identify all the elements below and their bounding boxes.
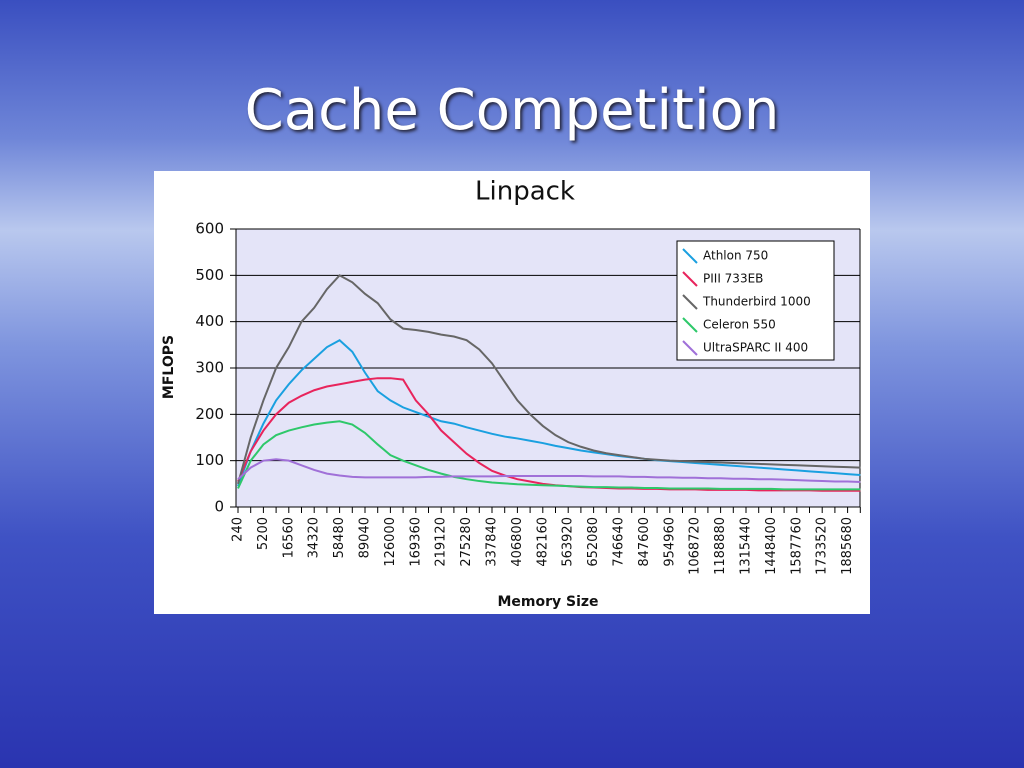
chart-title: Linpack [475,177,575,207]
legend-label: Thunderbird 1000 [702,295,811,309]
x-tick-label: 5200 [256,517,271,550]
x-tick-label: 847600 [637,517,652,567]
y-axis-label: MFLOPS [161,335,177,399]
x-tick-label: 746640 [612,517,627,567]
y-tick-label: 100 [195,451,224,469]
x-tick-label: 1188880 [713,517,728,575]
x-tick-label: 652080 [586,517,601,567]
x-tick-label: 219120 [434,517,449,567]
y-tick-label: 600 [195,220,224,238]
x-axis-label: Memory Size [497,594,598,610]
x-tick-label: 563920 [561,517,576,567]
legend [676,240,835,361]
legend-swatch [682,340,698,356]
x-tick-label: 406800 [510,517,525,567]
legend-label: UltraSPARC II 400 [703,341,808,355]
series-line [237,420,861,491]
x-tick-label: 1885680 [840,517,855,575]
y-tick-label: 300 [195,359,224,377]
x-tick-label: 169360 [408,517,423,567]
legend-label: Athlon 750 [703,249,768,263]
legend-swatch [682,248,698,264]
x-tick-label: 954960 [662,517,677,567]
series-line [237,338,861,487]
y-tick-label: 200 [195,405,224,423]
y-tick-label: 500 [195,266,224,284]
legend-swatch [682,271,698,287]
legend-label: PIII 733EB [703,272,763,286]
legend-swatch [682,294,698,310]
x-tick-label: 1448400 [764,517,779,575]
x-tick-label: 126000 [383,517,398,567]
x-tick-label: 1733520 [815,517,830,575]
x-tick-label: 58480 [332,517,347,558]
x-tick-label: 275280 [459,517,474,567]
y-tick-label: 0 [214,498,224,516]
x-tick-label: 240 [231,517,246,542]
legend-label: Celeron 550 [703,318,776,332]
slide-title: Cache Competition [244,78,780,143]
series-line [237,458,861,483]
x-tick-label: 482160 [535,517,550,567]
x-tick-label: 337840 [485,517,500,567]
x-tick-label: 16560 [281,517,296,558]
x-tick-label: 1315440 [739,517,754,575]
series-line [237,274,861,485]
x-tick-label: 1587760 [789,517,804,575]
x-tick-label: 1068720 [688,517,703,575]
x-tick-label: 89040 [358,517,373,558]
y-tick-label: 400 [195,312,224,330]
x-tick-label: 34320 [307,517,322,558]
legend-swatch [682,317,698,333]
